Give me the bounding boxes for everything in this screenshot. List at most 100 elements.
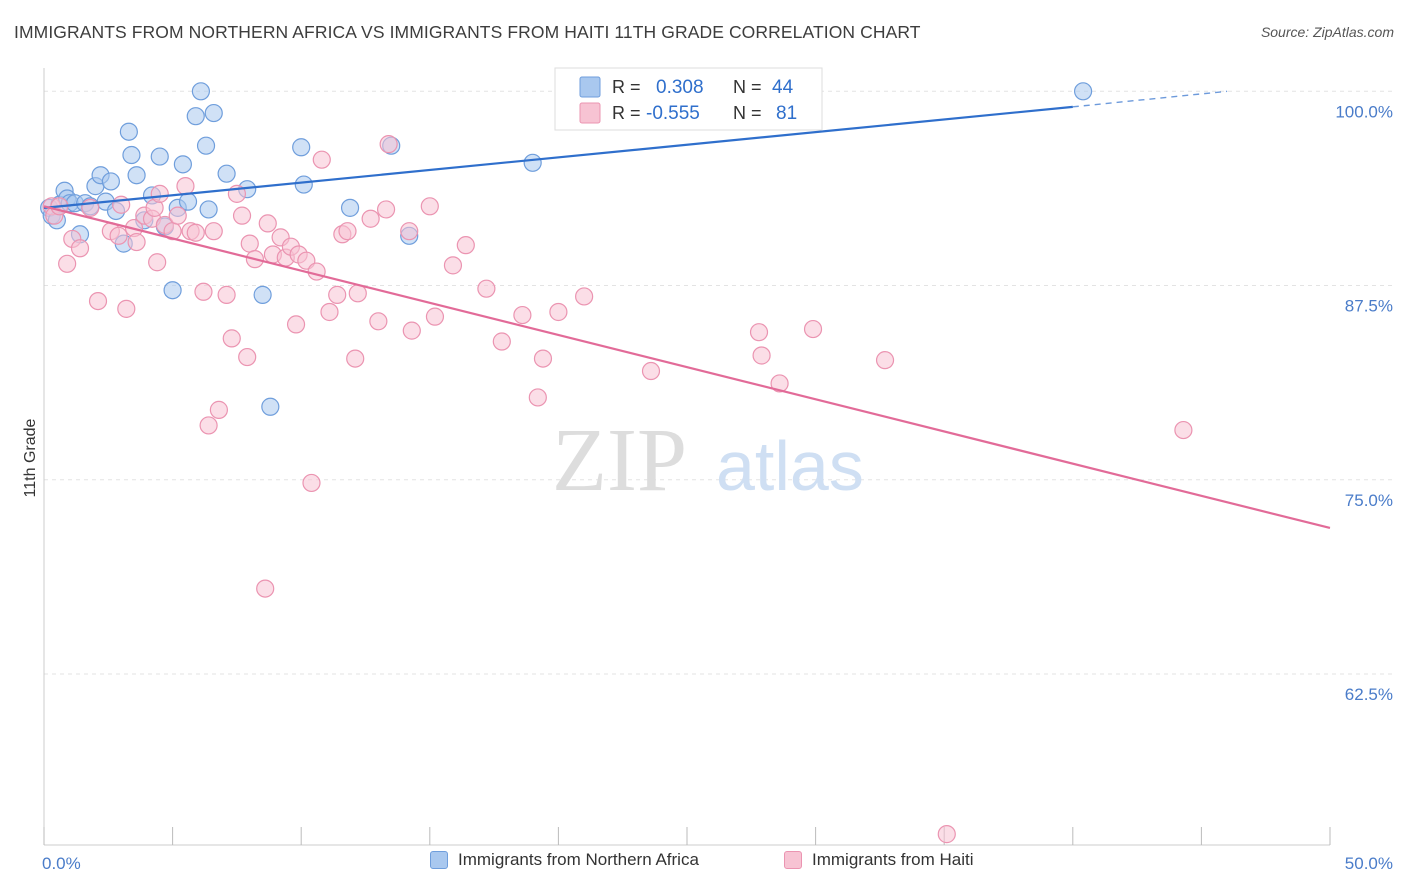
point-haiti (400, 222, 419, 241)
trend-haiti (43, 205, 1331, 530)
point-haiti (477, 279, 496, 298)
point-haiti (307, 262, 326, 281)
point-haiti (752, 346, 771, 365)
point-haiti (346, 349, 365, 368)
point-haiti (328, 285, 347, 304)
bottom-legend: Immigrants from Northern Africa Immigran… (0, 850, 1406, 880)
source-credit: Source: ZipAtlas.com (1260, 24, 1394, 40)
point-haiti (209, 400, 228, 419)
point-haiti (222, 329, 241, 348)
stats-n-label: N = (733, 77, 762, 97)
point-northern-africa (1073, 82, 1093, 101)
y-tick-labels: 100.0% 87.5% 75.0% 62.5% (1335, 102, 1393, 704)
point-haiti (186, 223, 205, 242)
point-northern-africa (204, 103, 223, 123)
grid (44, 90, 1392, 675)
point-haiti (127, 232, 146, 252)
point-haiti (361, 209, 380, 228)
point-haiti (258, 214, 277, 233)
point-haiti (425, 307, 445, 326)
stats-n-value: 44 (772, 77, 794, 98)
legend-item-northern-africa: Immigrants from Northern Africa (430, 850, 699, 870)
point-haiti (338, 222, 357, 241)
stats-swatch-pink (579, 102, 601, 124)
point-northern-africa (191, 82, 210, 101)
point-haiti (1174, 420, 1193, 440)
stats-r-label: R = (612, 103, 641, 123)
point-northern-africa (196, 136, 216, 155)
watermark: ZIP atlas (552, 411, 864, 510)
point-haiti (533, 349, 553, 368)
point-haiti (443, 256, 463, 275)
chart-title: IMMIGRANTS FROM NORTHERN AFRICA VS IMMIG… (14, 22, 921, 42)
point-haiti (528, 388, 547, 407)
point-northern-africa (292, 138, 311, 157)
point-haiti (803, 319, 823, 339)
point-haiti (176, 177, 195, 196)
trend-lines (43, 90, 1331, 530)
point-haiti (420, 197, 439, 216)
point-haiti (240, 234, 259, 253)
point-haiti (492, 332, 511, 351)
point-northern-africa (101, 172, 120, 191)
x-tick-label: 50.0% (1345, 854, 1393, 873)
point-northern-africa (199, 200, 218, 219)
point-haiti (204, 222, 223, 241)
x-tick-labels: 0.0% 50.0% (42, 854, 1393, 873)
point-haiti (749, 323, 769, 342)
watermark-zip: ZIP (552, 411, 687, 510)
point-haiti (302, 473, 321, 493)
point-northern-africa (163, 281, 182, 300)
legend-swatch-blue (430, 851, 448, 869)
point-haiti (575, 287, 594, 306)
watermark-atlas: atlas (716, 427, 864, 505)
point-northern-africa (122, 145, 141, 165)
point-haiti (70, 239, 90, 258)
legend-item-haiti: Immigrants from Haiti (784, 850, 974, 870)
point-haiti (58, 254, 77, 273)
y-tick-label: 75.0% (1345, 491, 1393, 510)
trend-northern-africa (43, 105, 1073, 209)
point-haiti (194, 282, 213, 301)
point-haiti (770, 374, 789, 393)
point-haiti (109, 226, 128, 245)
point-haiti (641, 361, 661, 381)
point-haiti (150, 184, 169, 203)
data-points (40, 82, 1193, 844)
point-haiti (379, 135, 398, 154)
point-haiti (286, 315, 306, 334)
stats-r-label: R = (612, 77, 641, 97)
point-haiti (320, 302, 339, 322)
axes (43, 68, 1331, 846)
stats-legend: R = 0.308 N = 44 R = -0.555 N = 81 (554, 67, 823, 131)
legend-label: Immigrants from Northern Africa (458, 850, 699, 869)
point-northern-africa (178, 192, 198, 211)
stats-swatch-blue (579, 76, 601, 98)
point-haiti (312, 150, 331, 169)
point-northern-africa (523, 153, 542, 172)
point-haiti (238, 347, 257, 367)
point-haiti (402, 321, 421, 340)
point-northern-africa (217, 164, 236, 183)
point-haiti (369, 312, 388, 331)
point-haiti (168, 206, 187, 225)
y-tick-label: 87.5% (1345, 297, 1393, 316)
point-haiti (256, 579, 275, 598)
stats-n-label: N = (733, 103, 762, 123)
stats-r-value: 0.308 (656, 77, 704, 98)
stats-n-value: 81 (776, 103, 797, 124)
point-haiti (456, 236, 475, 255)
point-northern-africa (340, 198, 360, 217)
y-axis-label: 11th Grade (22, 418, 39, 497)
point-haiti (875, 351, 895, 370)
point-northern-africa (119, 122, 138, 141)
point-northern-africa (294, 175, 313, 194)
point-haiti (117, 299, 136, 318)
point-northern-africa (253, 285, 272, 304)
point-haiti (199, 416, 218, 435)
legend-label: Immigrants from Haiti (812, 850, 974, 869)
point-haiti (148, 253, 167, 272)
stats-r-value: -0.555 (646, 103, 700, 124)
point-northern-africa (173, 155, 192, 174)
